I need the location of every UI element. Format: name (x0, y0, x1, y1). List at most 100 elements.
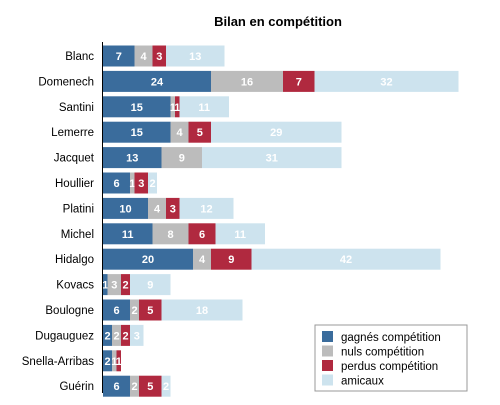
bar-segment-amicaux (179, 197, 234, 219)
bar-value-label: 6 (113, 178, 119, 190)
bar-value-label: 18 (196, 305, 208, 317)
bar-value-label: 20 (142, 254, 154, 266)
bar-value-label: 1 (170, 102, 176, 114)
bar-value-label: 7 (116, 51, 122, 63)
bar-segment-amicaux (215, 223, 265, 245)
bar-value-label: 3 (170, 203, 176, 215)
bar-value-label: 3 (156, 51, 162, 63)
bar-value-label: 3 (134, 330, 140, 342)
bar-value-label: 2 (131, 381, 137, 393)
bar-value-label: 2 (122, 330, 128, 342)
bar-value-label: 1 (129, 178, 135, 190)
category-label: Kovacs (56, 280, 94, 292)
legend-label: gagnés compétition (341, 332, 441, 344)
bar-value-label: 6 (199, 229, 205, 241)
bar-value-label: 15 (131, 127, 143, 139)
bar-segment-amicaux (179, 96, 229, 118)
bar-segment-nuls-compétition (161, 147, 202, 169)
bar-value-label: 4 (199, 254, 206, 266)
bar-value-label: 4 (154, 203, 161, 215)
bar-segment-nuls-compétition (211, 70, 283, 92)
bar-value-label: 10 (119, 203, 131, 215)
bar-value-label: 2 (104, 330, 110, 342)
bar-value-label: 5 (147, 305, 153, 317)
bar-segment-gagnés-compétition (103, 350, 112, 372)
category-label: Jacquet (54, 153, 95, 165)
bar-value-label: 13 (126, 153, 138, 165)
legend-label: amicaux (341, 376, 384, 388)
bar-value-label: 3 (111, 280, 117, 292)
bar-value-label: 11 (122, 229, 134, 241)
category-label: Michel (61, 229, 94, 241)
bar-segment-nuls-compétition (130, 375, 139, 397)
category-label: Guérin (59, 381, 94, 393)
bar-value-label: 2 (122, 280, 128, 292)
bar-value-label: 1 (102, 280, 108, 292)
bar-segment-perdus-compétition (121, 324, 130, 346)
bar-segment-gagnés-compétition (103, 172, 130, 194)
bar-segment-nuls-compétition (170, 121, 189, 143)
bar-segment-gagnés-compétition (103, 147, 162, 169)
bar-value-label: 5 (197, 127, 203, 139)
bar-segment-perdus-compétition (121, 274, 130, 296)
bar-value-label: 2 (104, 356, 110, 368)
legend-swatch (322, 374, 333, 386)
bar-segment-gagnés-compétition (103, 45, 135, 67)
bar-value-label: 3 (138, 178, 144, 190)
category-label: Houllier (55, 178, 94, 190)
bar-segment-amicaux (166, 45, 225, 67)
bar-segment-gagnés-compétition (103, 96, 171, 118)
bar-value-label: 2 (113, 330, 119, 342)
bar-value-label: 8 (167, 229, 173, 241)
category-label: Santini (59, 102, 94, 114)
legend-swatch (322, 360, 333, 371)
bar-segment-perdus-compétition (175, 96, 180, 118)
bar-segment-perdus-compétition (152, 45, 166, 67)
bar-segment-amicaux (251, 248, 441, 270)
bar-segment-perdus-compétition (139, 375, 162, 397)
bar-value-label: 2 (131, 305, 137, 317)
category-label: Dugauguez (35, 330, 94, 342)
bar-value-label: 9 (228, 254, 234, 266)
legend-swatch (322, 331, 333, 342)
bar-value-label: 29 (270, 127, 282, 139)
bar-value-label: 15 (131, 102, 143, 114)
bar-value-label: 11 (198, 102, 210, 114)
bar-segment-perdus-compétition (166, 197, 180, 219)
bar-segment-gagnés-compétition (103, 299, 130, 321)
category-label: Platini (63, 203, 94, 215)
bar-segment-perdus-compétition (283, 70, 315, 92)
bar-value-label: 2 (163, 381, 169, 393)
bar-value-label: 1 (111, 356, 117, 368)
bar-value-label: 5 (147, 381, 153, 393)
bar-value-label: 11 (234, 229, 246, 241)
bar-value-label: 4 (140, 51, 147, 63)
bar-segment-gagnés-compétition (103, 274, 108, 296)
category-label: Domenech (38, 76, 94, 88)
bar-segment-nuls-compétition (134, 45, 153, 67)
bar-segment-nuls-compétition (170, 96, 175, 118)
bar-value-label: 16 (241, 76, 253, 88)
bar-value-label: 12 (200, 203, 212, 215)
bar-segment-amicaux (211, 121, 342, 143)
bar-value-label: 6 (113, 305, 119, 317)
bar-segment-gagnés-compétition (103, 324, 112, 346)
bar-value-label: 1 (116, 356, 122, 368)
bar-segment-gagnés-compétition (103, 70, 211, 92)
bar-value-label: 31 (266, 153, 278, 165)
bar-value-label: 1 (174, 102, 180, 114)
bar-segment-amicaux (130, 274, 171, 296)
bar-value-label: 32 (380, 76, 392, 88)
bar-segment-perdus-compétition (211, 248, 252, 270)
bar-segment-perdus-compétition (139, 299, 162, 321)
bar-segment-amicaux (161, 375, 171, 397)
legend-swatch (322, 345, 333, 357)
bar-segment-gagnés-compétition (103, 121, 171, 143)
bar-segment-nuls-compétition (112, 350, 117, 372)
bar-value-label: 7 (296, 76, 302, 88)
category-label: Snella-Arribas (22, 356, 94, 368)
bar-segment-gagnés-compétition (103, 248, 193, 270)
bar-segment-amicaux (130, 324, 144, 346)
category-label: Boulogne (45, 305, 94, 317)
